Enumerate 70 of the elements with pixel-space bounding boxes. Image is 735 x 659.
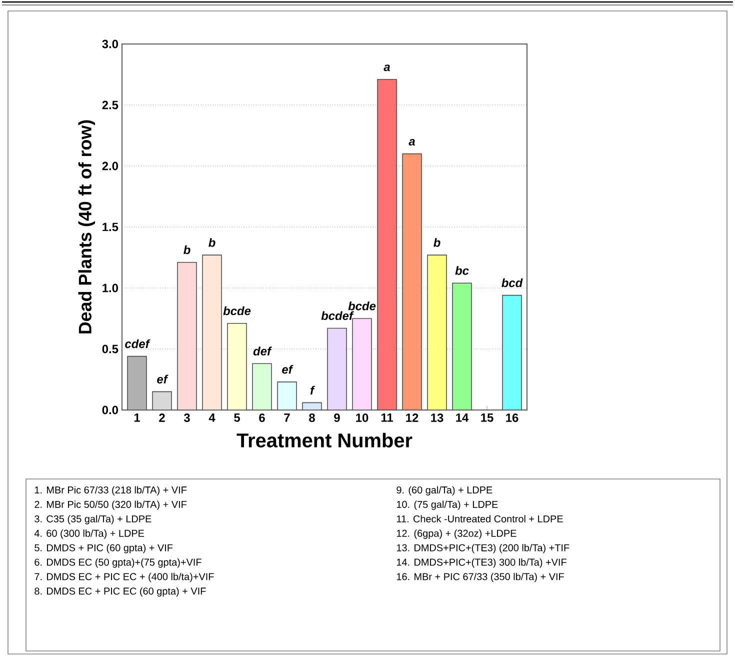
y-tick-label: 2.0 [102, 162, 118, 170]
x-tick-label: 16 [506, 414, 518, 422]
text: 12. (6gpa) + (32oz) +LDPE [396, 530, 516, 539]
data-label: a [384, 64, 390, 72]
text: 9. (60 gal/Ta) + LDPE [396, 486, 492, 496]
y-axis-title: Dead Plants (40 ft of row) [78, 120, 96, 334]
data-label: bcde [223, 306, 251, 316]
bar [252, 363, 272, 410]
data-label: bcde [348, 302, 376, 310]
y-tick-label: 2.5 [102, 100, 118, 110]
data-label: cdef [125, 339, 150, 348]
bar [352, 318, 372, 410]
data-label: b [434, 238, 440, 247]
text: 10. (75 gal/Ta) + LDPE [396, 500, 498, 510]
x-tick-label: 5 [234, 414, 240, 422]
x-tick-label: 11 [381, 414, 393, 422]
text: 16. MBr + PIC 67/33 (350 lb/Ta) + VIF [396, 572, 564, 582]
text: 14. DMDS+PIC+(TE3) 300 lb/Ta) +VIF [396, 558, 566, 568]
text: 8. DMDS EC + PIC EC (60 gpta) + VIF [34, 587, 206, 597]
x-tick-label: 2 [159, 414, 165, 422]
bar [302, 402, 322, 410]
bar [227, 322, 247, 410]
bar [152, 391, 172, 410]
bar [277, 382, 297, 410]
x-tick-label: 8 [309, 414, 315, 422]
data-label: ef [157, 374, 168, 384]
y-tick-label: 0.5 [102, 344, 118, 354]
text: 4. 60 (300 lb/Ta) + LDPE [34, 530, 144, 539]
data-label: b [184, 245, 190, 254]
text: 1. MBr Pic 67/33 (218 lb/TA) + VIF [34, 486, 187, 496]
x-tick-label: 3 [184, 414, 190, 422]
x-tick-label: 14 [456, 414, 469, 422]
bar [502, 294, 522, 410]
x-tick-label: 7 [284, 414, 290, 422]
data-label: bcd [502, 278, 523, 288]
bar [177, 262, 197, 410]
data-label: f [310, 386, 315, 394]
x-tick-label: 12 [406, 414, 418, 422]
data-label: def [253, 346, 272, 356]
y-tick-label: 0.0 [102, 406, 118, 414]
bar [202, 254, 222, 410]
x-tick-label: 15 [481, 414, 494, 422]
y-tick-label: 1.5 [102, 222, 118, 232]
text: 13. DMDS+PIC+(TE3) (200 lb/Ta) +TIF [396, 544, 570, 554]
text: 2. MBr Pic 50/50 (320 lb/TA) + VIF [34, 500, 187, 510]
data-label: bc [455, 266, 469, 275]
x-tick-label: 13 [431, 414, 444, 422]
data-label: b [208, 238, 216, 247]
text: 7. DMDS EC + PIC EC + (400 lb/ta)+VIF [34, 572, 214, 582]
x-axis-title: Treatment Number [236, 432, 412, 448]
text: 3. C35 (35 gal/Ta) + LDPE [34, 515, 152, 524]
text: 5. DMDS + PIC (60 gpta) + VIF [34, 544, 173, 554]
text: 6. DMDS EC (50 gpta)+(75 gpta)+VIF [34, 558, 202, 568]
x-tick-label: 1 [134, 414, 140, 422]
data-label: a [408, 139, 415, 146]
bar [377, 78, 397, 410]
x-tick-label: 9 [334, 414, 340, 422]
y-tick-label: 3.0 [102, 40, 118, 48]
x-tick-label: 6 [259, 414, 265, 422]
bar [402, 153, 422, 410]
data-label: ef [282, 364, 294, 374]
bar [127, 356, 147, 410]
x-tick-label: 4 [208, 414, 216, 422]
bar [452, 282, 472, 410]
bar [327, 328, 347, 410]
x-tick-label: 10 [356, 414, 368, 422]
text: 11. Check -Untreated Control + LDPE [396, 515, 563, 522]
data-label: bcdef [321, 311, 354, 320]
y-tick-label: 1.0 [102, 284, 118, 292]
bar [427, 254, 447, 410]
